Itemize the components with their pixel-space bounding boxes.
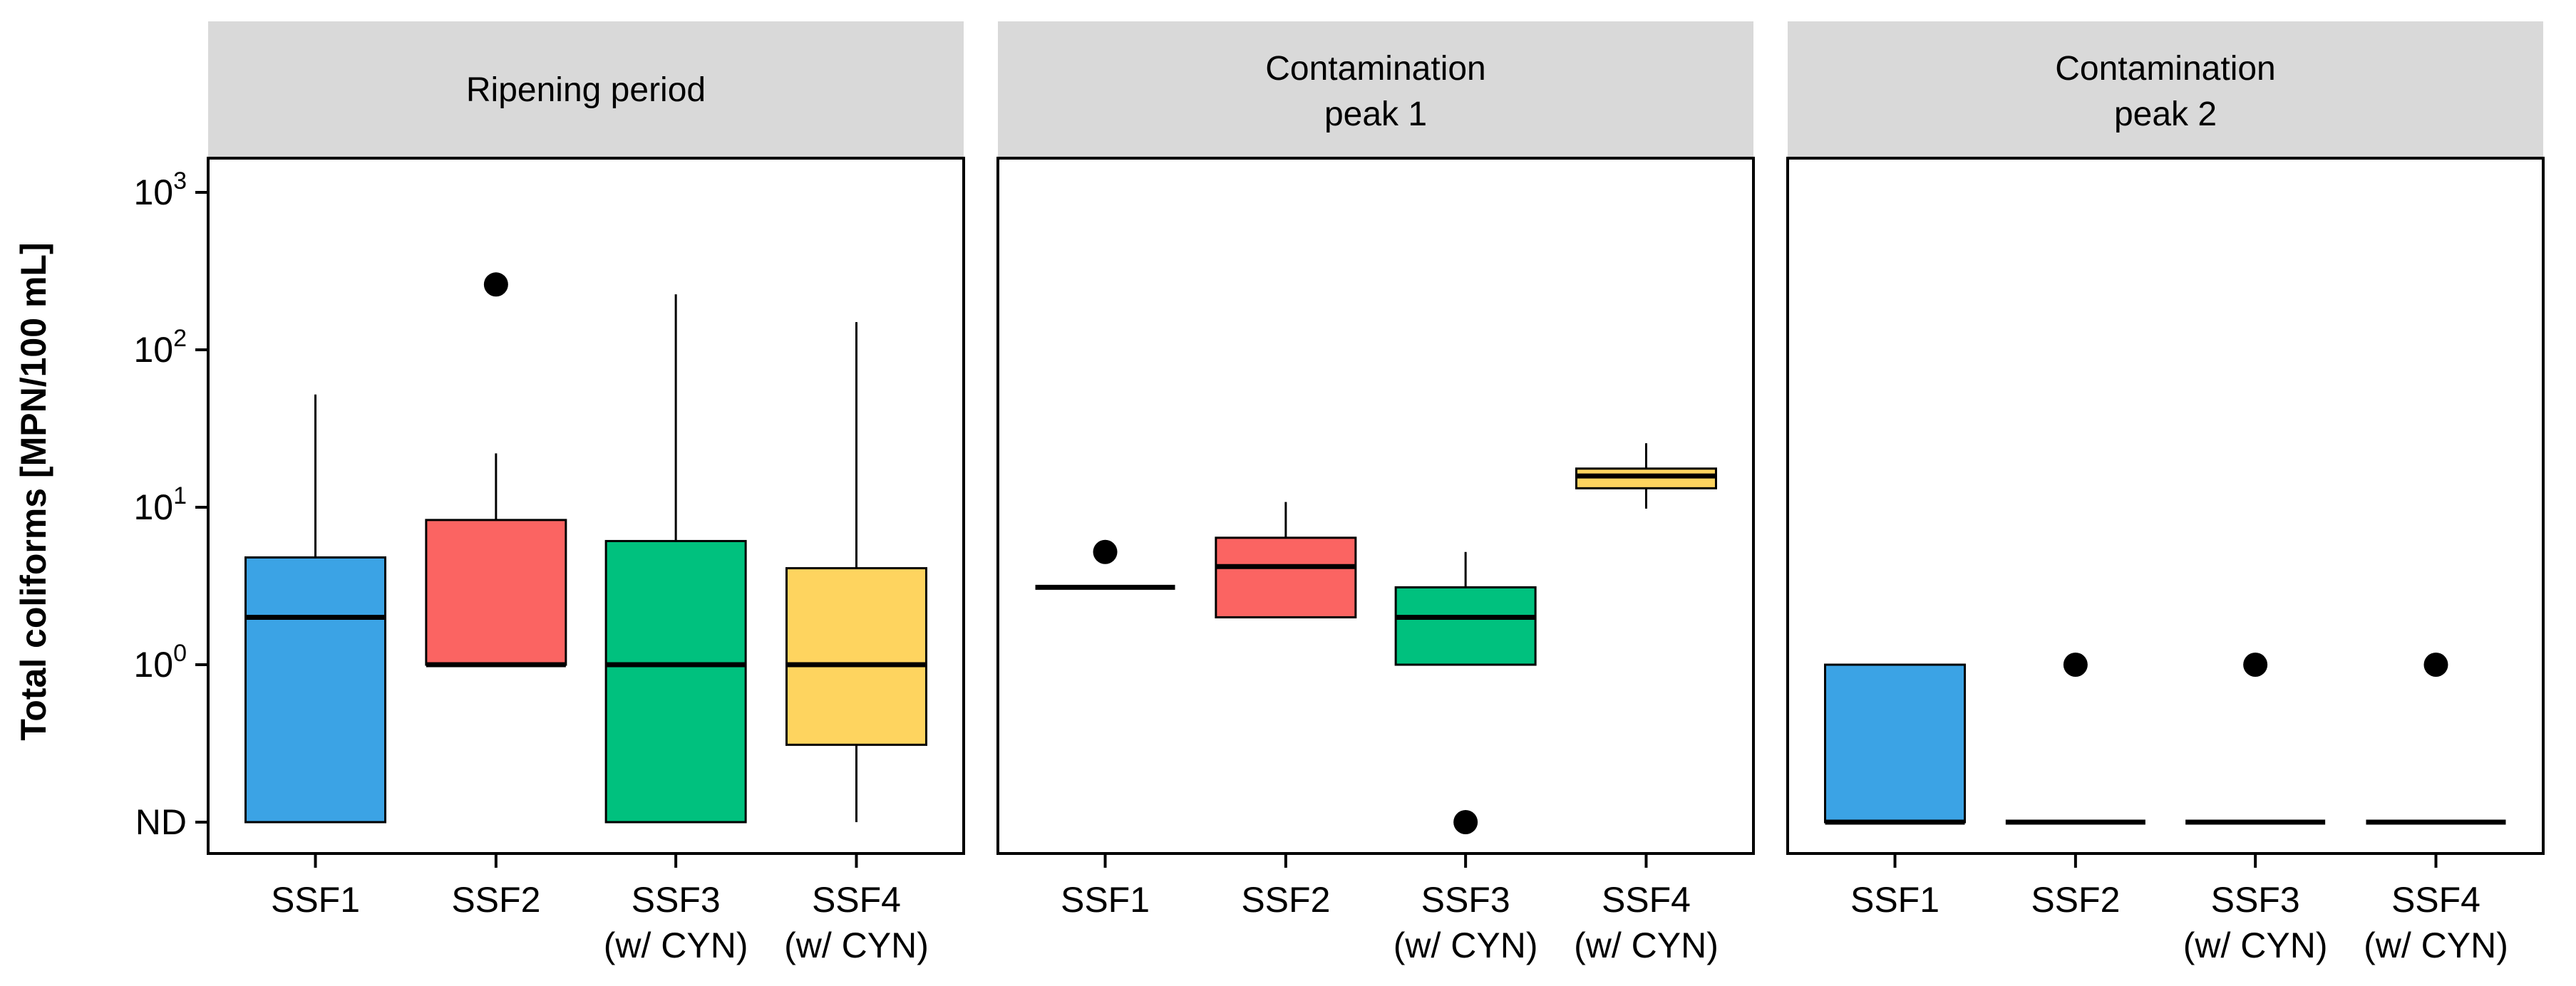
x-tick-label: SSF1 xyxy=(1850,880,1939,920)
panel-frame xyxy=(1786,157,2545,855)
box-ssf3 xyxy=(604,294,747,824)
box-ssf2 xyxy=(1215,502,1357,618)
outlier-point xyxy=(1453,810,1478,834)
box-ssf4 xyxy=(2366,653,2506,825)
y-tick-label: 103 xyxy=(133,167,187,212)
x-tick-label-sub: (w/ CYN) xyxy=(2364,925,2508,965)
x-tick-label: SSF2 xyxy=(1241,880,1330,920)
y-tick-label: 100 xyxy=(133,640,187,685)
x-tick-label: SSF4 xyxy=(1602,880,1691,920)
x-tick-label-sub: (w/ CYN) xyxy=(1393,925,1538,965)
x-tick-label: SSF2 xyxy=(2031,880,2120,920)
x-tick-label: SSF4 xyxy=(2391,880,2480,920)
box-ssf3 xyxy=(1394,551,1537,834)
outlier-point xyxy=(2243,653,2268,677)
box-ssf1 xyxy=(1035,539,1175,590)
panel-3: Contamination peak 2 SSF1 SSF2 SSF3 (w/ CYN) S… xyxy=(1786,21,2545,965)
x-tick-label-sub: (w/ CYN) xyxy=(784,925,929,965)
y-tick-exponent: 1 xyxy=(173,482,187,509)
box-ssf2 xyxy=(2005,653,2145,825)
panel-title-line: Contamination xyxy=(1265,50,1486,88)
panel-strip xyxy=(998,21,1753,158)
box-ssf2 xyxy=(425,272,567,668)
x-tick-label: SSF2 xyxy=(451,880,540,920)
x-tick-label: SSF4 xyxy=(812,880,901,920)
y-tick-label: 102 xyxy=(133,325,187,370)
panel-2: Contamination peak 1 SSF1 SSF2 SSF3 (w/ CYN) S… xyxy=(996,21,1755,965)
panel-1: Ripening period SSF1 SSF2 SSF3 (w/ CYN) SSF4 (… xyxy=(207,21,965,965)
box-body xyxy=(244,556,387,824)
x-tick-label: SSF1 xyxy=(271,880,360,920)
x-tick-label: SSF3 xyxy=(1421,880,1510,920)
x-tick-label: SSF3 xyxy=(2211,880,2300,920)
x-tick-label-sub: (w/ CYN) xyxy=(604,925,748,965)
outlier-point xyxy=(2423,653,2448,677)
panel-title-line: Contamination xyxy=(2055,50,2276,88)
box-body xyxy=(425,519,567,666)
outlier-point xyxy=(1093,539,1118,564)
box-body xyxy=(1394,586,1537,666)
panel-title-line: peak 2 xyxy=(2114,95,2217,133)
x-tick-label-sub: (w/ CYN) xyxy=(2183,925,2328,965)
y-tick-label: 101 xyxy=(133,482,187,527)
panel-title-line: peak 1 xyxy=(1324,95,1427,133)
panel-strip xyxy=(1788,21,2543,158)
box-body xyxy=(604,539,747,824)
box-ssf1 xyxy=(244,394,387,824)
box-body xyxy=(785,567,927,746)
box-ssf1 xyxy=(1824,663,1967,825)
outlier-point xyxy=(483,272,508,297)
y-axis-label: Total coliforms [MPN/100 mL] xyxy=(14,242,53,740)
panel-strip xyxy=(208,21,964,158)
panel-title: Ripening period xyxy=(466,71,706,109)
box-ssf4 xyxy=(1575,443,1717,509)
y-tick-exponent: 0 xyxy=(173,640,187,667)
box-ssf4 xyxy=(785,322,927,822)
box-body xyxy=(1824,663,1967,824)
y-tick-label: ND xyxy=(135,802,187,842)
x-tick-label-sub: (w/ CYN) xyxy=(1574,925,1719,965)
box-body xyxy=(1215,536,1357,618)
panel-frame xyxy=(207,157,965,855)
outlier-point xyxy=(2063,653,2088,677)
x-tick-label: SSF3 xyxy=(632,880,721,920)
y-tick-exponent: 3 xyxy=(173,167,187,194)
box-ssf3 xyxy=(2185,653,2326,825)
y-tick-exponent: 2 xyxy=(173,325,187,352)
x-tick-label: SSF1 xyxy=(1061,880,1150,920)
panel-frame xyxy=(996,157,1755,855)
